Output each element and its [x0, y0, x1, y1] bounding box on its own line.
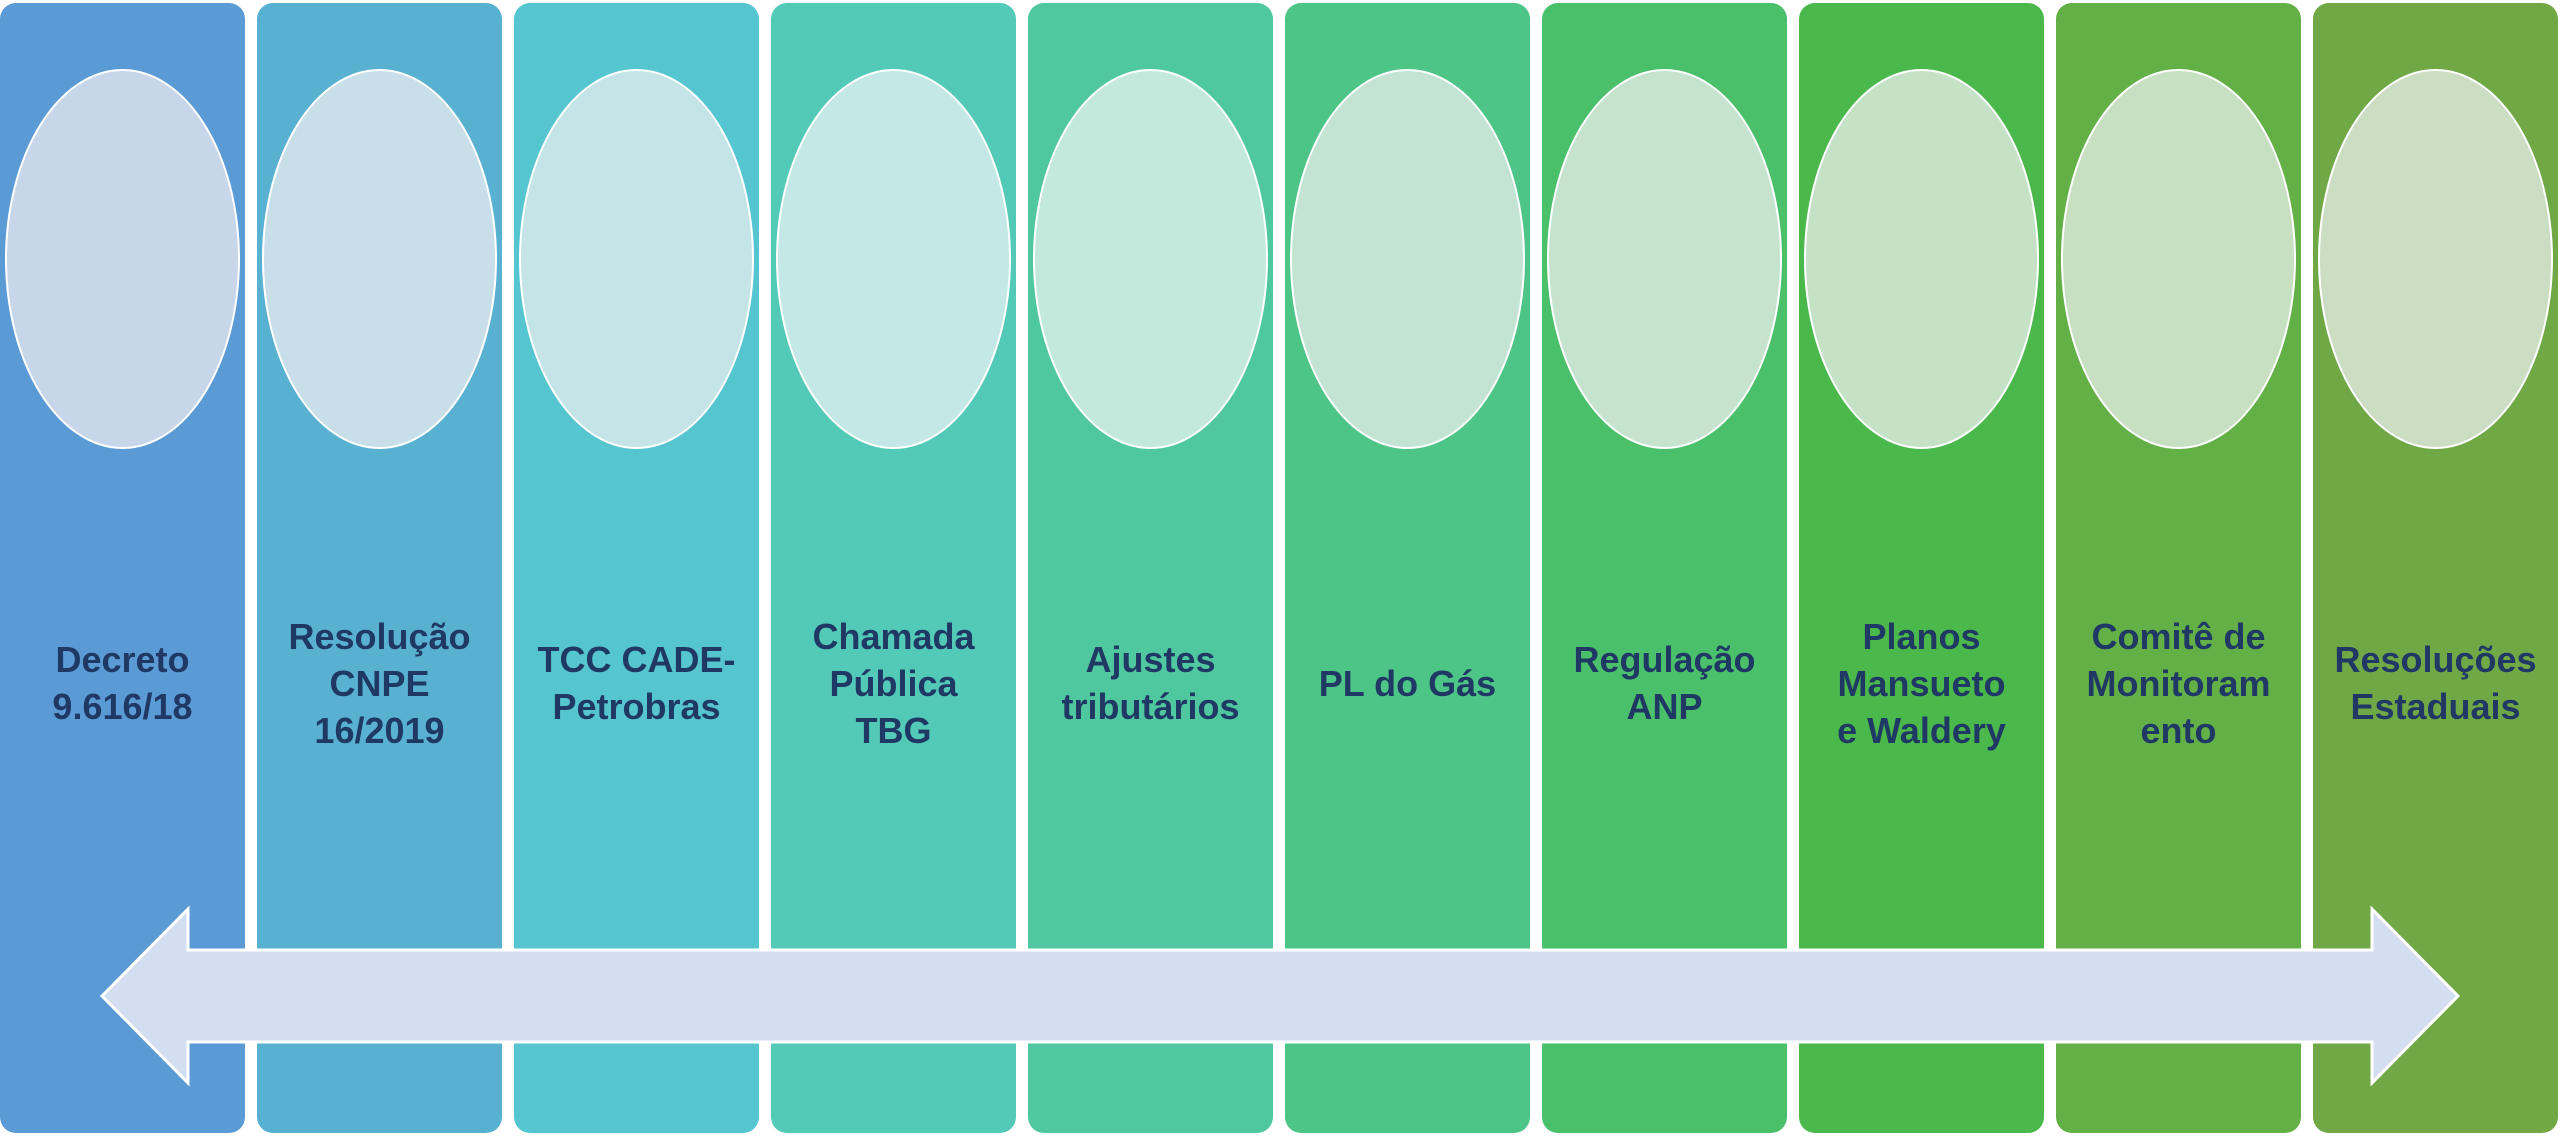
- column-ellipse: [776, 69, 1011, 449]
- column-label: Planos Mansueto e Waldery: [1837, 615, 2006, 751]
- column-label: Comitê de Monitoram ento: [2086, 615, 2271, 751]
- column-ellipse: [1547, 69, 1782, 449]
- column-label: Resoluções Estaduais: [2334, 639, 2537, 727]
- column-1: Decreto 9.616/18: [0, 3, 245, 1133]
- column-label: Chamada Pública TBG: [812, 615, 975, 751]
- column-4: Chamada Pública TBG: [771, 3, 1016, 1133]
- column-6: PL do Gás: [1285, 3, 1530, 1133]
- column-ellipse: [5, 69, 240, 449]
- column-label: PL do Gás: [1318, 662, 1497, 704]
- column-10: Resoluções Estaduais: [2313, 3, 2558, 1133]
- column-9: Comitê de Monitoram ento: [2056, 3, 2301, 1133]
- column-label: Resolução CNPE 16/2019: [288, 615, 471, 751]
- column-ellipse: [2318, 69, 2553, 449]
- column-ellipse: [519, 69, 754, 449]
- column-ellipse: [2061, 69, 2296, 449]
- column-label: Decreto 9.616/18: [52, 639, 193, 727]
- column-ellipse: [1804, 69, 2039, 449]
- column-label: TCC CADE- Petrobras: [537, 639, 736, 727]
- column-ellipse: [1290, 69, 1525, 449]
- column-5: Ajustes tributários: [1028, 3, 1273, 1133]
- column-ellipse: [262, 69, 497, 449]
- column-7: Regulação ANP: [1542, 3, 1787, 1133]
- column-label: Ajustes tributários: [1061, 639, 1240, 727]
- column-ellipse: [1033, 69, 1268, 449]
- column-label: Regulação ANP: [1573, 639, 1756, 727]
- column-8: Planos Mansueto e Waldery: [1799, 3, 2044, 1133]
- column-3: TCC CADE- Petrobras: [514, 3, 759, 1133]
- column-2: Resolução CNPE 16/2019: [257, 3, 502, 1133]
